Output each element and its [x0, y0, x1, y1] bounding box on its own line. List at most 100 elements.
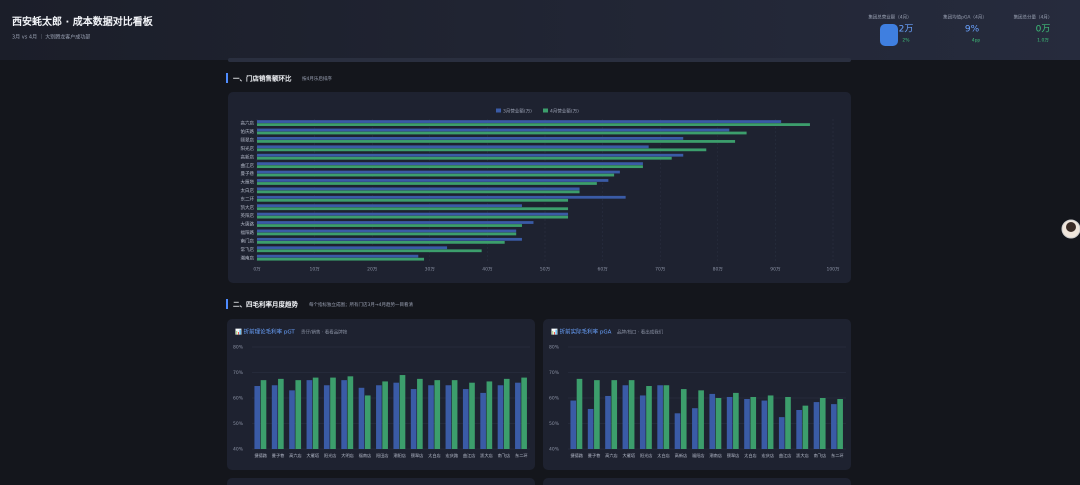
y-tick-label: 70% [233, 370, 244, 376]
y-tick-label: 常飞店 [241, 246, 255, 253]
bar [750, 396, 757, 449]
x-tick-label: 大雁塔 [307, 452, 320, 459]
x-tick-label: 40万 [482, 267, 493, 273]
y-tick-label: 40% [233, 447, 244, 453]
x-tick-label: 太白店 [657, 452, 670, 459]
x-tick-label: 曼子巷 [588, 452, 601, 458]
bar [813, 402, 820, 449]
kpi-sub: 1.0万 [1037, 38, 1049, 44]
x-tick-label: 70万 [655, 267, 666, 273]
x-tick-label: 大雁塔 [623, 452, 636, 459]
bar [503, 378, 510, 449]
bar [257, 140, 736, 143]
section-title: 一、门店销售额环比 [233, 74, 292, 83]
chart-title: 📊 折前理论毛利率 pGT [235, 328, 295, 336]
bar [831, 404, 837, 449]
x-tick-label: 宏庆店 [762, 452, 775, 459]
bar [605, 395, 611, 449]
bar [837, 399, 843, 449]
bar [744, 399, 750, 449]
bar [295, 380, 302, 449]
bar [417, 378, 423, 449]
x-tick-label: 太白店 [744, 452, 757, 459]
bar [376, 385, 382, 449]
bar [306, 380, 313, 449]
x-tick-label: 颐翠店 [411, 452, 424, 459]
bar [257, 224, 522, 227]
x-tick-label: 0万 [253, 267, 261, 273]
bar [257, 179, 609, 182]
x-tick-label: 曲江店 [463, 452, 476, 459]
bar [733, 392, 739, 449]
legend-swatch [543, 108, 548, 113]
x-tick-label: 大明店 [341, 452, 354, 459]
bar [257, 165, 643, 169]
bar [257, 249, 482, 253]
y-tick-label: 80% [549, 345, 560, 351]
y-tick-label: 凯大店 [241, 204, 255, 211]
bar [646, 386, 652, 449]
chart-title: 📊 折前实际毛利率 pGA [551, 328, 612, 336]
bar [692, 408, 698, 449]
bar [257, 257, 425, 261]
legend-swatch [496, 108, 501, 113]
x-tick-label: 60万 [597, 267, 608, 273]
bar [445, 385, 452, 449]
y-tick-label: 南门店 [241, 237, 255, 244]
y-tick-label: 50% [549, 421, 560, 427]
bar [570, 400, 577, 449]
kpi-value: 9% [965, 25, 980, 35]
bar [257, 240, 505, 244]
y-tick-label: 英阳店 [241, 212, 255, 219]
bar [257, 190, 580, 194]
x-tick-label: 南飞店 [498, 452, 511, 459]
kpi-value: 2万 [899, 25, 914, 35]
bar [257, 153, 684, 157]
x-tick-label: 潮南店 [709, 452, 722, 459]
bar [257, 145, 649, 149]
bar [257, 182, 597, 185]
bar [521, 377, 527, 449]
y-tick-label: 60% [549, 396, 560, 402]
page-title: 西安蚝太郎 · 成本数据对比看板 [12, 15, 154, 28]
bar [260, 380, 267, 449]
bar [254, 386, 261, 449]
x-tick-label: 福南店 [359, 452, 372, 459]
bar [257, 162, 643, 166]
bar [257, 237, 522, 241]
x-tick-label: 阳光店 [640, 452, 653, 459]
y-tick-label: 佑庆路 [241, 128, 255, 135]
card [543, 478, 851, 485]
x-tick-label: 潮阳店 [393, 452, 406, 459]
chart-subtitle: 品牌/档口 · 看出成我们 [617, 329, 664, 336]
y-tick-label: 东二环 [241, 195, 255, 202]
bar [257, 221, 534, 224]
section-title: 二、四毛利率月度趋势 [233, 300, 299, 309]
x-tick-label: 20万 [367, 267, 378, 273]
kpi-value: 0万 [1036, 25, 1051, 35]
x-tick-label: 高六店 [289, 452, 302, 459]
legend-label: 4月营业额(万) [550, 107, 579, 114]
bar [761, 400, 768, 449]
bar [257, 207, 569, 211]
bar [257, 212, 569, 216]
bar [576, 378, 583, 449]
bar [611, 380, 618, 449]
bar [257, 123, 810, 126]
bar [778, 417, 785, 449]
x-tick-label: 10万 [309, 267, 320, 273]
kpi-label: 集团均值pGA（4月） [943, 14, 987, 21]
bar [663, 385, 670, 449]
kpi-label: 集团总分量（4月） [1014, 14, 1053, 21]
bar [399, 375, 406, 449]
y-tick-label: 60% [233, 396, 244, 402]
bar [767, 395, 774, 449]
x-tick-label: 高六店 [605, 452, 618, 459]
y-tick-label: 大唐路 [241, 221, 255, 228]
bar [680, 389, 687, 449]
chart-subtitle: 贵仔/销售 · 看看品牌按 [301, 329, 348, 336]
bar [330, 377, 336, 449]
x-tick-label: 福阳店 [692, 452, 705, 459]
x-tick-label: 太白店 [428, 452, 441, 459]
bar [358, 387, 365, 449]
